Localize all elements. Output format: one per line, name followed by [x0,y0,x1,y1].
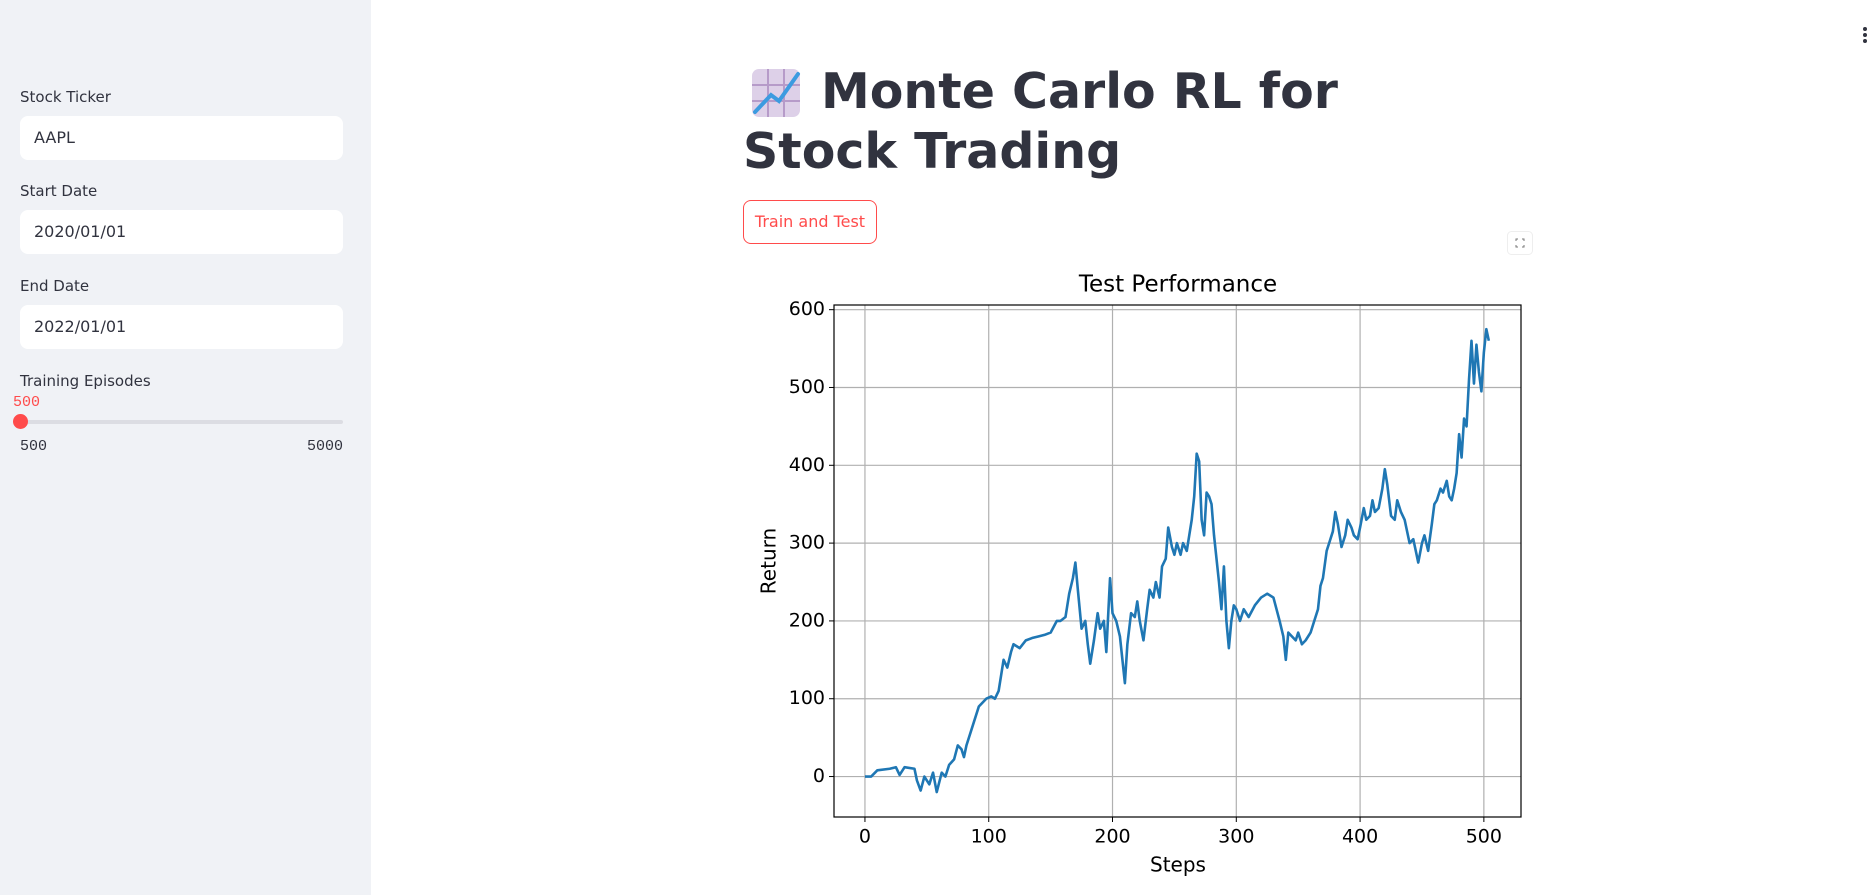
x-tick-label: 300 [1218,826,1254,848]
x-tick-label: 400 [1342,826,1378,848]
text-input[interactable]: AAPL [20,116,343,160]
date-input[interactable]: 2020/01/01 [20,210,343,254]
x-axis-label: Steps [1150,853,1206,877]
train-button[interactable]: Train and Test [743,200,877,244]
field-label: Stock Ticker [20,88,111,106]
y-tick-label: 200 [789,609,825,631]
date-input[interactable]: 2022/01/01 [20,305,343,349]
y-tick-label: 0 [813,765,825,787]
x-tick-label: 100 [971,826,1007,848]
x-tick-label: 500 [1466,826,1502,848]
slider-value: 500 [13,394,41,411]
x-tick-label: 200 [1094,826,1130,848]
chart-title: Test Performance [1078,272,1277,298]
page-title: Monte Carlo RL for Stock Trading [743,62,1463,182]
y-tick-label: 100 [789,687,825,709]
chart-emoji [752,69,800,117]
y-axis-label: Return [760,528,781,594]
x-tick-label: 0 [859,826,871,848]
y-tick-label: 300 [789,532,825,554]
slider-label: Training Episodes [20,372,151,390]
plot-frame [833,304,1522,818]
menu-icon[interactable] [1862,26,1868,44]
y-tick-label: 600 [789,298,825,320]
slider-thumb[interactable] [12,414,28,429]
title-text: Monte Carlo RL for Stock Trading [743,63,1338,180]
y-tick-label: 400 [789,454,825,476]
chart: Test Performance Steps Return 0 100 200 300… [760,272,1522,877]
slider-min: 500 [20,438,48,455]
y-tick-label: 500 [789,376,825,398]
line-series [864,327,1491,794]
field-label: End Date [20,277,90,295]
slider-track[interactable] [20,420,343,424]
fullscreen-button[interactable] [1507,231,1533,255]
sidebar: Stock Ticker AAPL Start Date 2020/01/01 … [0,0,371,895]
field-label: Start Date [20,182,98,200]
plot-area [834,305,1521,817]
slider-max: 5000 [306,438,343,455]
